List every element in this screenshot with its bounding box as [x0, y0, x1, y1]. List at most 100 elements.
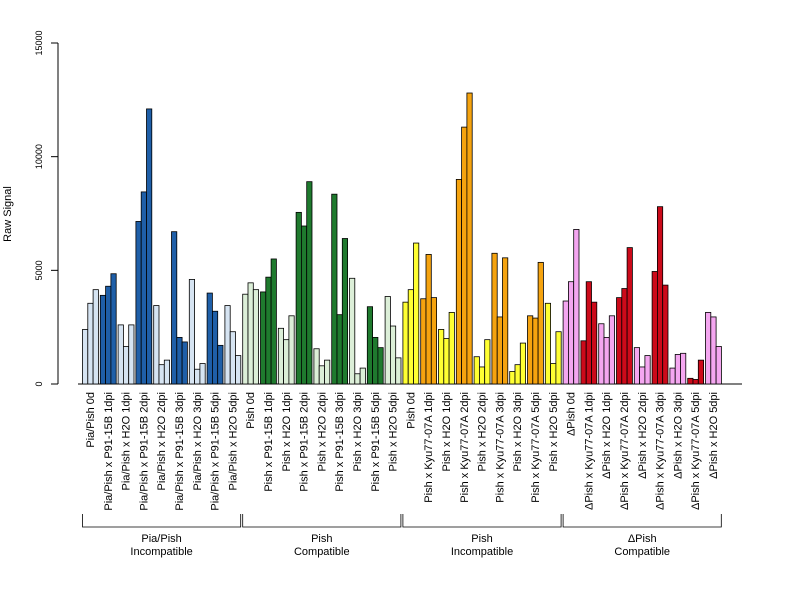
x-tick-label: ΔPish x H2O 5dpi [708, 392, 720, 479]
x-tick-label: Pish x P91-15B 3dpi [334, 392, 346, 492]
bar [318, 365, 325, 385]
x-tick-label: Pia/Pish x H2O 2dpi [156, 392, 168, 490]
bar [252, 289, 260, 385]
bar [662, 284, 669, 385]
x-tick-label: Pish x H2O 3dpi [512, 392, 524, 471]
bar [580, 340, 587, 385]
bar [300, 225, 308, 385]
bar [235, 355, 242, 385]
x-tick-label: Pish 0d [405, 392, 417, 429]
x-tick-label: Pia/Pish 0d [85, 392, 97, 448]
bar [171, 231, 178, 385]
bar [616, 297, 623, 385]
bar [229, 331, 236, 385]
bar [247, 282, 254, 385]
bar [117, 324, 124, 385]
bar [270, 258, 277, 385]
bar [128, 324, 135, 385]
y-tick-label: 15000 [34, 30, 44, 55]
bar [687, 377, 694, 385]
y-tick-label: 5000 [34, 260, 44, 280]
x-tick-label: Pish x P91-15B 2dpi [299, 392, 311, 492]
bar [324, 359, 331, 385]
x-tick-label: ΔPish 0d [566, 392, 578, 436]
bar [384, 296, 391, 385]
bar [651, 271, 658, 385]
x-tick-label: Pish x H2O 5dpi [548, 392, 560, 471]
bar [295, 211, 302, 385]
group-bracket [402, 514, 562, 528]
x-tick-label: ΔPish x Kyu77-07A 1dpi [583, 392, 595, 510]
bar [110, 273, 117, 385]
x-tick-labels: Pia/Pish 0d Pia/Pish x P91-15B 1dpi Pia/Pi… [85, 392, 720, 511]
group-bracket [242, 514, 402, 528]
bar [181, 341, 188, 385]
bar [710, 316, 717, 385]
bar [608, 315, 615, 385]
bar [389, 325, 397, 385]
x-tick-label: ΔPish x Kyu77-07A 3dpi [655, 392, 667, 510]
bar [336, 314, 343, 385]
bar [176, 336, 183, 385]
bar [680, 352, 687, 385]
x-tick-label: Pia/Pish x P91-15B 1dpi [103, 392, 115, 511]
bar [555, 331, 562, 385]
bar [502, 257, 509, 385]
bar [199, 363, 206, 385]
bar [135, 221, 142, 385]
x-tick-label: Pia/Pish x P91-15B 3dpi [174, 392, 186, 511]
bar [461, 126, 468, 385]
bar [377, 347, 384, 385]
group-label: ΔPish [628, 533, 657, 545]
bar [674, 354, 681, 385]
bar [277, 327, 284, 385]
bar [484, 339, 491, 385]
y-tick-label: 10000 [34, 144, 44, 169]
bar [573, 229, 580, 385]
bar [715, 346, 722, 385]
bar [430, 297, 437, 385]
bar [99, 294, 107, 385]
x-tick-label: Pia/Pish x H2O 5dpi [227, 392, 239, 490]
bar [591, 301, 598, 385]
bar [242, 293, 249, 385]
group-bracket [82, 514, 242, 528]
bar [123, 346, 130, 385]
bar [359, 367, 366, 385]
bar [331, 193, 338, 385]
y-axis: 0 5000 10000 15000 [34, 30, 59, 387]
x-tick-label: Pish x P91-15B 5dpi [370, 392, 382, 492]
bar [633, 347, 640, 385]
bar [562, 300, 569, 385]
bar [705, 311, 712, 385]
bar [158, 364, 165, 385]
bar [163, 359, 171, 385]
x-tick-label: Pish x Kyu77-07A 3dpi [494, 392, 506, 503]
bar [260, 291, 267, 385]
bar [537, 261, 544, 385]
bar [341, 238, 348, 385]
x-tick-label: Pish x Kyu77-07A 5dpi [530, 392, 542, 503]
bar [455, 178, 462, 385]
bar [92, 289, 99, 385]
bar [224, 305, 231, 385]
x-tick-label: Pia/Pish x P91-15B 2dpi [138, 392, 150, 511]
bar [425, 254, 432, 385]
x-tick-label: ΔPish x H2O 3dpi [672, 392, 684, 479]
bar [211, 310, 219, 385]
x-tick-label: Pish x H2O 5dpi [388, 392, 400, 471]
bar [194, 368, 201, 385]
bar [697, 359, 704, 385]
bars [82, 92, 722, 385]
bar [568, 281, 575, 385]
bar [657, 206, 664, 385]
bar [585, 281, 592, 385]
bar [407, 289, 414, 385]
group-sublabel: Compatible [614, 546, 670, 558]
x-tick-label: Pia/Pish x H2O 1dpi [121, 392, 133, 490]
group-label: Pish [471, 533, 492, 545]
bar [413, 242, 420, 385]
bar [82, 329, 89, 385]
bar [153, 305, 160, 385]
